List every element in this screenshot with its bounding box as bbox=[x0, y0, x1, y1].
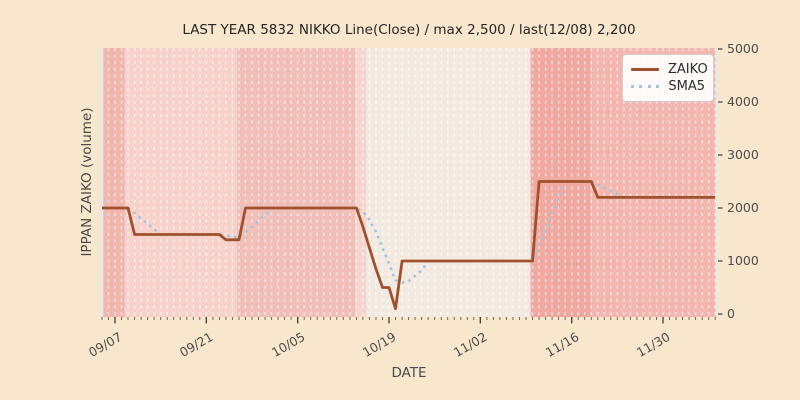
y-ticks bbox=[718, 48, 723, 315]
legend-item-zaiko: ZAIKO bbox=[631, 61, 708, 78]
background-band-4 bbox=[366, 48, 531, 317]
y-tick-label-4000: 4000 bbox=[727, 94, 759, 109]
y-tick-label-1000: 1000 bbox=[727, 253, 759, 268]
y-tick-label-2000: 2000 bbox=[727, 200, 759, 215]
chart-title: LAST YEAR 5832 NIKKO Line(Close) / max 2… bbox=[182, 22, 636, 38]
x-major-ticks bbox=[114, 317, 664, 324]
zaiko-line bbox=[102, 180, 716, 311]
x-axis-label: DATE bbox=[391, 365, 427, 381]
legend-item-sma5: SMA5 bbox=[631, 78, 705, 95]
legend-label-zaiko: ZAIKO bbox=[668, 62, 708, 77]
legend: ZAIKO SMA5 bbox=[622, 54, 714, 102]
background-band-2 bbox=[237, 48, 356, 317]
y-tick-label-5000: 5000 bbox=[727, 41, 759, 56]
y-tick-label-0: 0 bbox=[727, 306, 735, 321]
y-tick-label-3000: 3000 bbox=[727, 147, 759, 162]
background-band-3 bbox=[355, 48, 367, 317]
x-minor-ticks bbox=[101, 317, 716, 320]
zaiko-solid-line-swatch bbox=[631, 68, 659, 71]
sma5-dotted-line-swatch bbox=[631, 85, 659, 88]
legend-label-sma5: SMA5 bbox=[668, 79, 705, 94]
sma5-line bbox=[127, 180, 716, 285]
y-axis-label: IPPAN ZAIKO (volume) bbox=[79, 107, 95, 257]
background-band-1 bbox=[124, 48, 237, 317]
